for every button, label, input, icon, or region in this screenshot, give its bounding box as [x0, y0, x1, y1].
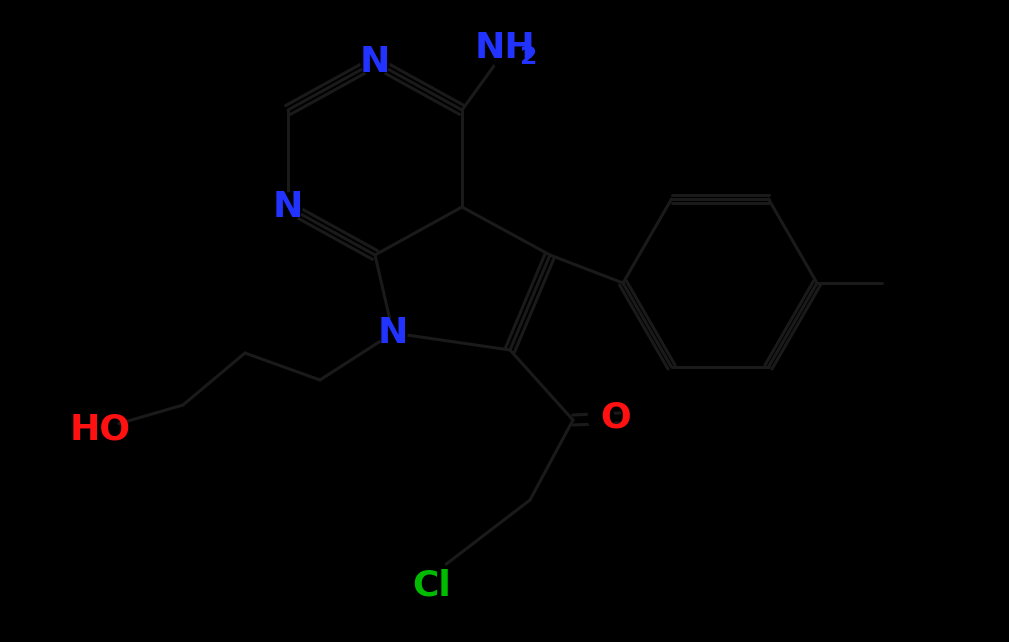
Text: N: N: [377, 316, 409, 350]
Text: N: N: [272, 190, 303, 224]
Circle shape: [490, 29, 534, 73]
Text: Cl: Cl: [413, 568, 451, 602]
Text: O: O: [600, 401, 632, 435]
Text: N: N: [360, 45, 390, 79]
Circle shape: [274, 193, 302, 221]
Circle shape: [416, 559, 448, 591]
Text: HO: HO: [70, 413, 130, 447]
Circle shape: [82, 412, 118, 448]
Circle shape: [379, 319, 407, 347]
Text: NH: NH: [474, 31, 536, 65]
Text: 2: 2: [521, 45, 538, 69]
Circle shape: [361, 48, 389, 76]
Circle shape: [588, 405, 614, 431]
